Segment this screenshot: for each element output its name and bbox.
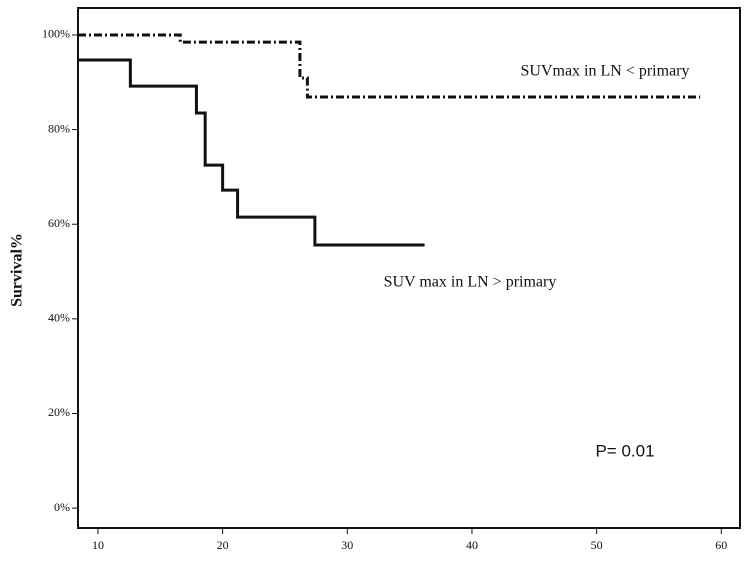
x-tick-label: 20 <box>217 538 229 552</box>
x-tick-label: 60 <box>715 538 727 552</box>
y-axis-label: Survival% <box>9 233 26 307</box>
series-label: SUV max in LN > primary <box>384 274 557 291</box>
y-tick-label: 0% <box>54 500 70 514</box>
y-tick-label: 60% <box>48 216 70 230</box>
survival-curve <box>78 33 701 99</box>
survival-curve <box>78 58 425 247</box>
y-tick-label: 20% <box>48 405 70 419</box>
plot-frame <box>77 7 741 529</box>
y-tick-label: 80% <box>48 121 70 135</box>
x-tick-label: 40 <box>466 538 478 552</box>
series-label: SUVmax in LN < primary <box>521 63 690 80</box>
x-tick-label: 10 <box>92 538 104 552</box>
x-tick-label: 30 <box>341 538 353 552</box>
x-tick-label: 50 <box>591 538 603 552</box>
p-value: P= 0.01 <box>595 441 654 460</box>
y-tick-label: 100% <box>42 27 70 41</box>
y-tick-label: 40% <box>48 311 70 325</box>
